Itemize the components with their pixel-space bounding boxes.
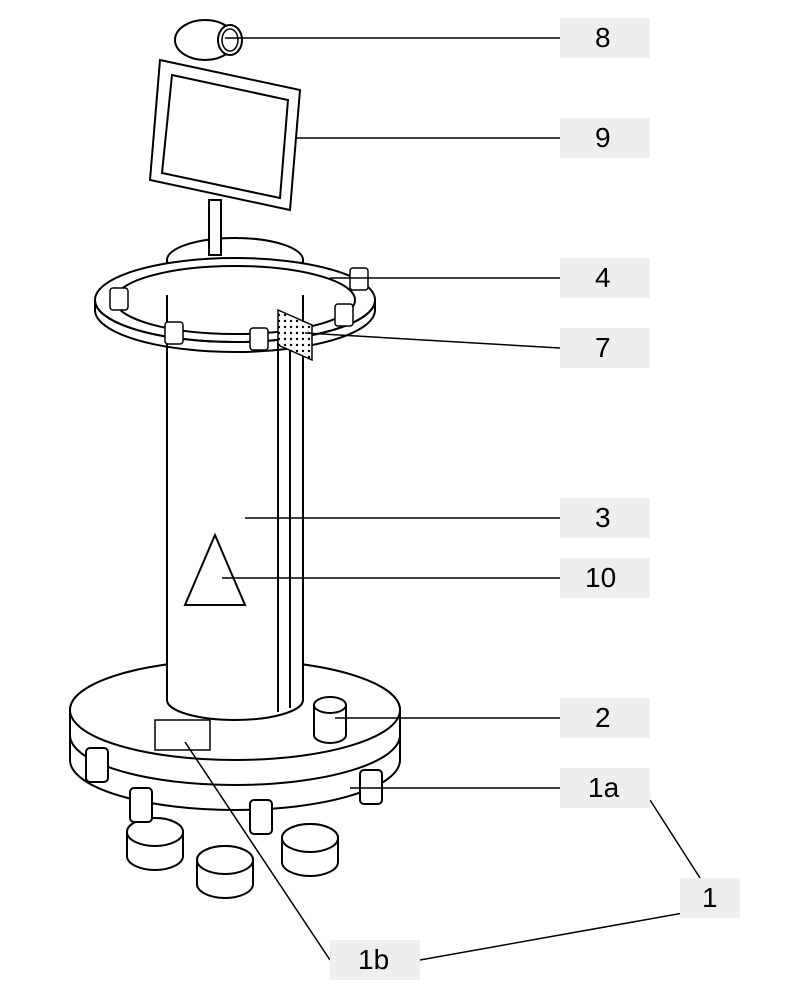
callout-labels: 8 9 4 7 3 10 2 1a 1 1b — [330, 18, 740, 980]
label-text-l1a: 1a — [588, 772, 620, 803]
leader-l1b_to_1 — [420, 910, 700, 960]
label-text-l10: 10 — [585, 562, 616, 593]
leader-l7 — [305, 333, 560, 348]
label-text-l9: 9 — [595, 122, 611, 153]
label-text-l1b: 1b — [358, 944, 389, 975]
device-diagram — [70, 20, 400, 898]
label-text-l7: 7 — [595, 332, 611, 363]
label-text-l1: 1 — [702, 882, 718, 913]
leader-l1a_to_1 — [650, 800, 700, 878]
label-text-l3: 3 — [595, 502, 611, 533]
label-text-l8: 8 — [595, 22, 611, 53]
label-text-l2: 2 — [595, 702, 611, 733]
label-text-l4: 4 — [595, 262, 611, 293]
